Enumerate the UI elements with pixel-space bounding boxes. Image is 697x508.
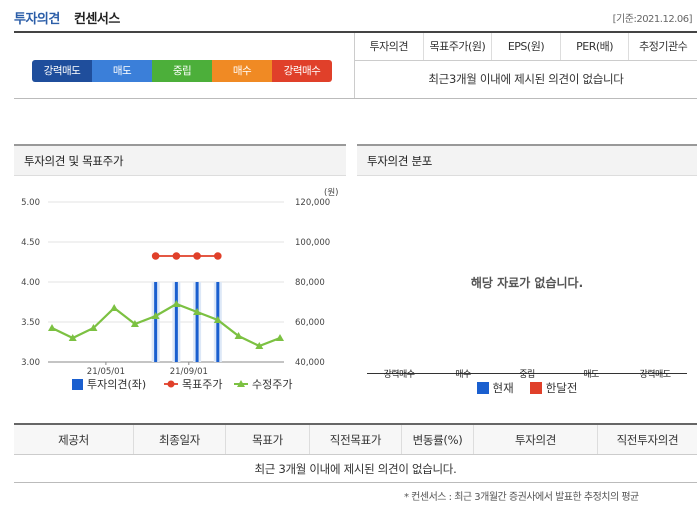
target-price-point [214,252,222,260]
consensus-table-header: 투자의견 목표주가(원) EPS(원) PER(배) 추정기관수 [355,33,697,61]
adjusted-price-point [255,342,264,349]
adjusted-price-point [110,304,119,311]
distribution-categories: 강력매수 매수 중립 매도 강력매도 [367,367,687,380]
distribution-category-label: 매수 [455,370,471,380]
adjusted-price-point [213,316,222,323]
legend-swatch [167,380,175,388]
legend-swatch [476,382,489,394]
consensus-column-header: 투자의견 [355,33,424,60]
legend-swatch [237,380,245,387]
broker-table-empty-message: 최근 3개월 이내에 제시된 의견이 없습니다. [14,455,697,483]
footnote: * 컨센서스 : 최근 3개월간 증권사에서 발표한 추정치의 평균 [404,492,639,503]
adjusted-price-point [172,300,181,307]
no-data-message: 해당 자료가 없습니다. [470,276,584,290]
opinion-scale-item: 강력매수 [272,60,332,82]
opinion-scale: 강력매도 매도 중립 매수 강력매수 [32,60,332,82]
consensus-column-header: 추정기관수 [639,40,688,53]
opinion-target-price-panel: 투자의견 및 목표주가 5.00 120,000 4.50 100,000 4.00 80… [14,144,346,406]
broker-table-header: 제공처 최종일자 목표가 직전목표가 변동률(%) 투자의견 직전투자의견 [14,423,697,455]
x-axis-tick-label: 21/09/01 [170,367,208,377]
adjusted-price-point [89,324,98,331]
left-axis-tick-label: 3.00 [21,358,40,368]
right-axis-tick-label: 120,000 [295,198,330,208]
opinion-bar [154,282,158,362]
adjusted-price-point [151,312,160,319]
distribution-category-label: 중립 [519,370,535,380]
opinion-bar [195,282,199,362]
distribution-category-label: 매도 [583,370,599,380]
legend-label: 수정주가 [252,378,292,391]
target-price-point [172,252,181,260]
broker-column-header: 최종일자 [134,425,226,454]
consensus-empty-message: 최근3개월 이내에 제시된 의견이 없습니다 [428,72,624,86]
broker-column-header: 직전목표가 [310,425,402,454]
distribution-legend: 현재 한달전 [357,380,697,396]
opinion-scale-item: 강력매도 [32,60,92,82]
opinion-scale-item: 중립 [152,60,212,82]
consensus-column-header: 목표주가(원) [424,33,493,60]
legend-label: 현재 [492,381,514,395]
consensus-column-header: PER(배) [561,33,630,60]
left-axis-tick-label: 3.50 [21,318,40,328]
target-price-point [193,252,201,260]
opinion-distribution-panel: 투자의견 분포 해당 자료가 없습니다. 강력매수 매수 중립 매도 강력매도 현재 한달… [357,144,697,406]
right-axis-unit: (원) [324,188,338,198]
x-axis-tick-label: 21/05/01 [87,367,125,377]
adjusted-price-point [130,320,139,327]
section-divider [14,98,697,99]
left-axis-tick-label: 5.00 [21,198,40,208]
legend-item: 한달전 [529,380,578,396]
opinion-scale-item: 매수 [212,60,272,82]
adjusted-price-point [276,334,284,341]
section-header: 투자의견 컨센서스 [기준:2021.12.06] [14,6,694,32]
broker-column-header: 투자의견 [474,425,598,454]
legend-label: 한달전 [545,381,578,395]
opinion-bar [174,282,178,362]
section-subtitle: 컨센서스 [74,12,120,27]
left-axis-tick-label: 4.50 [21,238,40,248]
broker-column-header: 목표가 [226,425,310,454]
consensus-table: 투자의견 목표주가(원) EPS(원) PER(배) 추정기관수 최근3개월 이내에 제… [354,33,697,98]
distribution-category-label: 강력매도 [639,370,671,380]
adjusted-price-point [193,308,202,315]
right-axis-tick-label: 40,000 [295,358,325,368]
distribution-axis [367,364,687,374]
broker-column-header: 직전투자의견 [616,433,679,447]
right-axis-tick-label: 100,000 [295,238,330,248]
distribution-category-label: 강력매수 [383,370,415,380]
adjusted-price-point [48,324,56,331]
right-axis-tick-label: 60,000 [295,318,325,328]
broker-opinion-table: 제공처 최종일자 목표가 직전목표가 변동률(%) 투자의견 직전투자의견 최근 3개월 이… [14,423,697,483]
base-date: [기준:2021.12.06] [612,14,693,25]
legend-label: 투자의견(좌) [87,378,146,391]
legend-label: 목표주가 [182,378,222,391]
broker-column-header: 변동률(%) [402,425,474,454]
panel-title: 투자의견 및 목표주가 [14,144,346,176]
adjusted-price-point [68,334,77,341]
adjusted-price-line [51,302,281,348]
panel-title: 투자의견 분포 [357,144,697,176]
legend-item: 현재 [476,380,514,396]
broker-column-header: 제공처 [14,425,134,454]
opinion-scale-item: 매도 [92,60,152,82]
right-axis-tick-label: 80,000 [295,278,325,288]
legend-swatch [529,382,542,394]
legend-swatch [72,379,83,390]
target-price-point [151,252,160,260]
header-divider [14,31,697,33]
consensus-column-header: EPS(원) [492,33,561,60]
left-axis-tick-label: 4.00 [21,278,40,288]
opinion-target-price-chart: 5.00 120,000 4.50 100,000 4.00 80,000 3.50 60,0… [21,188,338,391]
adjusted-price-point [234,332,243,339]
section-title: 투자의견 [14,12,60,27]
